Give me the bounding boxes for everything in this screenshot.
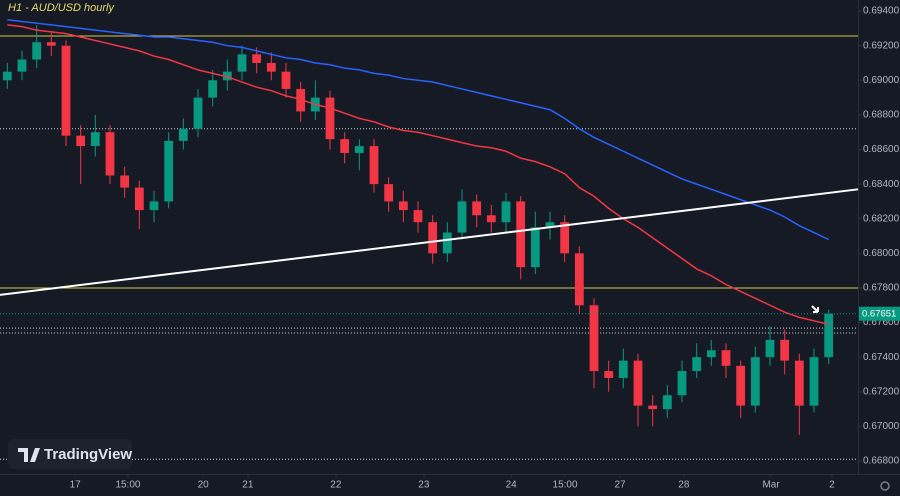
y-tick-label: 0.68600 [863,144,900,155]
candle-body [164,140,174,202]
candle-body [472,201,482,216]
y-tick-label: 0.67400 [863,352,900,363]
logo: TradingView [8,439,132,469]
candle-body [780,339,790,361]
candle-body [662,395,672,410]
x-tick-label: Mar [762,480,780,491]
candle-body [266,62,276,72]
x-tick-label: 21 [242,480,254,491]
candle-body [648,405,658,410]
candle-body [237,54,247,72]
x-tick-label: 23 [418,480,430,491]
settings-icon[interactable] [880,481,890,491]
candle-body [178,128,188,141]
y-tick-label: 0.67600 [863,317,900,328]
candle-body [252,54,262,63]
arrow-annotation [811,305,819,313]
x-tick-label: 20 [198,480,210,491]
moving-average [7,24,829,326]
y-tick-label: 0.68400 [863,179,900,190]
candle-body [824,313,834,358]
y-tick-label: 0.67200 [863,386,900,397]
candle-body [530,227,540,268]
candle-body [134,187,144,211]
candle-body [516,201,526,268]
candle-body [340,139,350,153]
y-tick-label: 0.68800 [863,110,900,121]
logo-text: TradingView [44,446,132,463]
candle-body [574,253,584,306]
last-price-box [859,306,900,321]
candle-body [105,132,115,176]
candle-body [721,350,731,366]
candle-body [2,71,12,81]
candle-body [208,80,218,98]
x-tick-label: 17 [70,480,82,491]
x-tick-label: 28 [678,480,690,491]
candle-body [736,365,746,406]
candle-body [61,45,71,136]
candle-body [633,360,643,406]
candle-body [618,360,628,378]
candle-body [369,146,379,185]
x-tick-label: 24 [506,480,518,491]
candle-body [354,146,364,153]
x-tick-label: 15:00 [115,480,140,491]
candle-body [296,88,306,112]
y-tick-label: 0.67000 [863,421,900,432]
x-tick-label: 15:00 [553,480,578,491]
candle-body [222,71,232,81]
logo-box [8,439,132,469]
logo-icon [18,448,40,462]
candle-body [398,201,408,211]
moving-average [7,18,829,241]
x-tick-label: 22 [330,480,342,491]
candle-body [501,201,511,223]
y-tick-label: 0.69200 [863,40,900,51]
candle-body [765,339,775,358]
candle-body [120,175,130,188]
candle-body [486,215,496,223]
candle-body [750,357,760,406]
x-tick-label: 27 [614,480,626,491]
candle-body [706,350,716,358]
candle-body [428,222,438,254]
y-tick-label: 0.68000 [863,248,900,259]
candle-body [325,97,335,140]
candle-body [281,71,291,89]
candle-body [76,135,86,147]
candle-body [677,371,687,396]
y-tick-label: 0.66800 [863,456,900,467]
x-tick-label: 2 [829,480,835,491]
y-tick-label: 0.68200 [863,213,900,224]
candle-body [32,42,42,60]
candle-body [193,97,203,129]
candle-body [809,357,819,406]
candle-body [589,305,599,372]
candle-body [604,371,614,378]
y-tick-label: 0.69000 [863,75,900,86]
candle-body [794,360,804,406]
candle-body [17,59,27,72]
candle-body [457,201,467,233]
candle-body [545,222,555,228]
candle-body [149,201,159,211]
chart-title: H1 - AUD/USD hourly [8,2,115,14]
y-tick-label: 0.69400 [863,6,900,17]
y-tick-label: 0.67800 [863,283,900,294]
last-price-label: 0.67651 [862,308,896,319]
candle-body [442,232,452,254]
candle-body [413,210,423,223]
candle-body [46,42,56,46]
candle-body [384,184,394,202]
candle-body [560,222,570,254]
candle-body [90,132,100,147]
trendline [0,188,859,296]
plot-area [0,18,859,460]
candle-body [692,357,702,372]
